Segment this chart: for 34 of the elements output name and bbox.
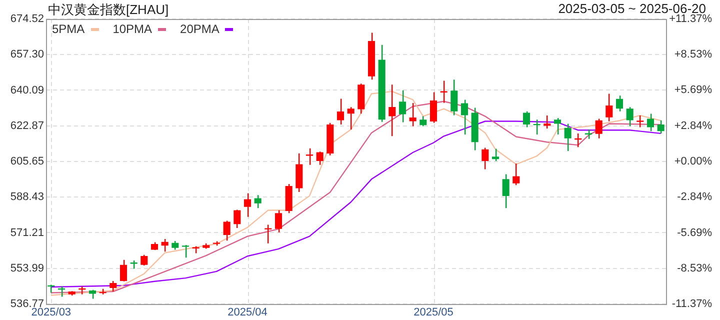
x-tick-label: 2025/04 [228, 306, 268, 319]
y2-tick-label: -2.84% [677, 191, 712, 204]
legend-label: 10PMA [112, 22, 152, 36]
y-tick-label: 622.87 [10, 120, 44, 132]
y-tick-label: 588.43 [10, 191, 44, 204]
x-tick-label: 2025/03 [31, 306, 72, 319]
y2-tick-label: +11.37% [669, 13, 712, 26]
candlestick [636, 115, 644, 128]
y2-tick-label: +8.53% [674, 48, 712, 61]
candlestick [202, 243, 210, 249]
candlestick [192, 246, 200, 254]
y-tick-label: 571.21 [10, 226, 44, 239]
y2-tick-label: +2.84% [674, 120, 712, 132]
chart-title: 中汉黄金指数[ZHAU] [48, 1, 169, 19]
candlestick [130, 260, 138, 269]
candlestick [212, 241, 220, 246]
candlestick [182, 244, 190, 258]
y-tick-label: 674.52 [10, 13, 44, 26]
candlestick [306, 148, 314, 165]
y-tick-label: 640.09 [10, 84, 44, 96]
y2-tick-label: +0.00% [674, 156, 712, 168]
y-tick-label: 657.30 [10, 48, 44, 61]
legend-label: 5PMA [52, 22, 85, 36]
legend-label: 20PMA [180, 22, 220, 36]
y2-tick-label: +5.69% [674, 84, 712, 96]
candlestick [440, 80, 448, 103]
y-tick-label: 605.65 [10, 156, 44, 168]
candlestick [584, 130, 592, 139]
candlestick [264, 224, 272, 244]
y-tick-label: 553.99 [10, 262, 44, 274]
y2-tick-label: -11.37% [672, 298, 712, 310]
y2-tick-label: -5.69% [677, 226, 712, 239]
x-tick-label: 2025/05 [414, 306, 454, 319]
y2-tick-label: -8.53% [677, 262, 712, 274]
